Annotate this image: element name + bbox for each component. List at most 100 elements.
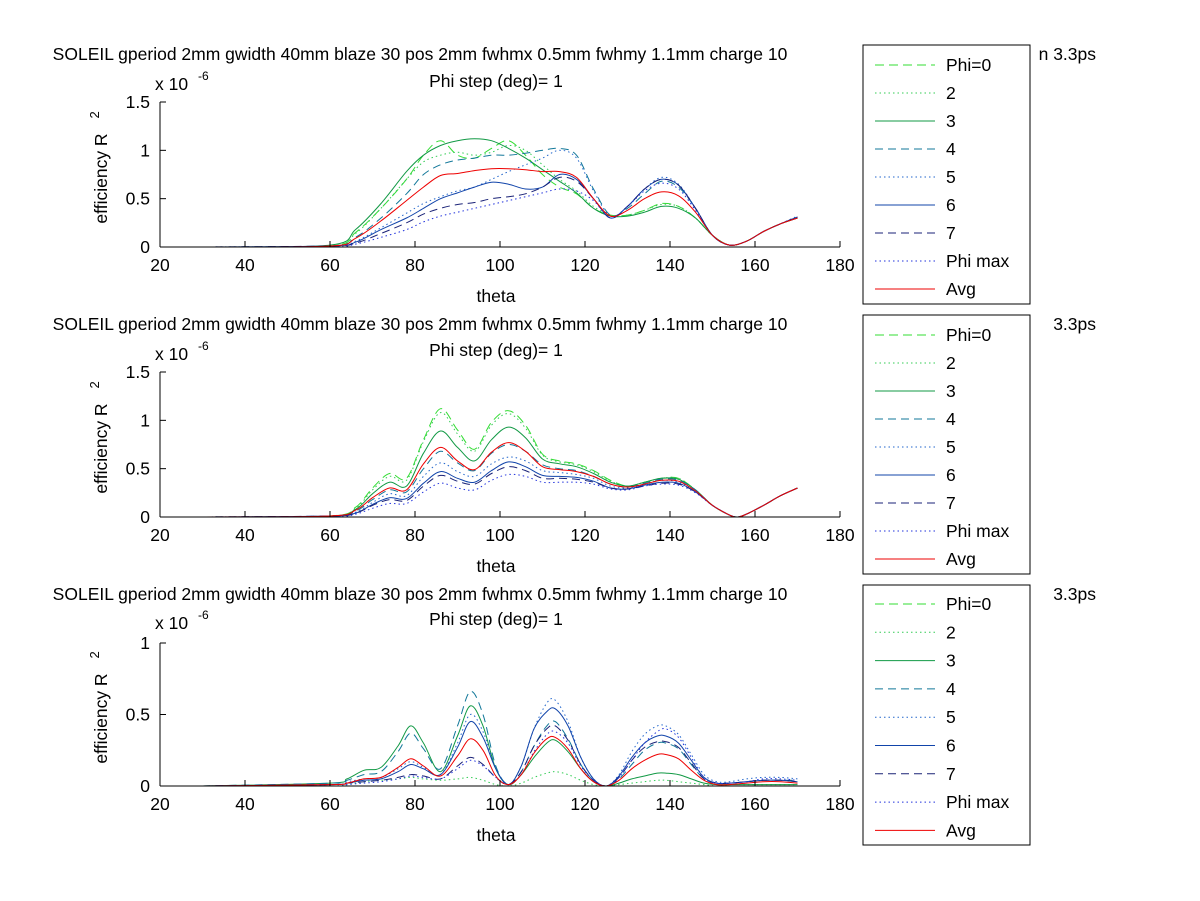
y-axis-label-group: efficiency R 2: [87, 111, 111, 223]
y-tick-label: 1: [140, 140, 150, 160]
x-tick-label: 80: [405, 525, 425, 545]
y-tick-label: 0.5: [126, 459, 150, 479]
legend-label: Phi=0: [946, 55, 992, 75]
legend-label: 6: [946, 736, 956, 756]
legend-label: 5: [946, 437, 956, 457]
x-tick-label: 160: [740, 794, 769, 814]
y-exponent-power: -6: [198, 608, 209, 622]
y-tick-label: 1: [140, 410, 150, 430]
y-exponent-label: x 10: [155, 613, 188, 633]
y-axis-label-superscript: 2: [87, 111, 102, 118]
y-tick-label: 0: [140, 237, 150, 257]
x-tick-label: 60: [320, 794, 340, 814]
x-tick-label: 40: [235, 794, 255, 814]
y-axis-label-superscript: 2: [87, 651, 102, 658]
legend-label: 4: [946, 409, 956, 429]
x-tick-label: 60: [320, 525, 340, 545]
series-line-9: [202, 168, 798, 247]
legend-label: 5: [946, 707, 956, 727]
y-axis-label: efficiency R: [91, 673, 111, 763]
y-axis-label-superscript: 2: [87, 381, 102, 388]
x-tick-label: 160: [740, 255, 769, 275]
x-tick-label: 100: [485, 255, 514, 275]
chart-title: SOLEIL gperiod 2mm gwidth 40mm blaze 30 …: [53, 44, 788, 64]
x-tick-label: 80: [405, 255, 425, 275]
y-axis-label-group: efficiency R 2: [87, 651, 111, 763]
legend-label: 3: [946, 381, 956, 401]
series-line-4: [202, 691, 798, 786]
legend-label: Phi max: [946, 521, 1009, 541]
legend-label: 4: [946, 679, 956, 699]
chart-subtitle: Phi step (deg)= 1: [429, 71, 563, 91]
x-tick-label: 160: [740, 525, 769, 545]
chart-subtitle: Phi step (deg)= 1: [429, 609, 563, 629]
series-line-5: [202, 697, 798, 786]
x-tick-label: 20: [150, 525, 170, 545]
chart-title-right-fragment: 3.3ps: [1053, 584, 1096, 604]
x-tick-label: 20: [150, 255, 170, 275]
chart-panel-3: SOLEIL gperiod 2mm gwidth 40mm blaze 30 …: [53, 584, 1096, 846]
y-exponent-label: x 10: [155, 74, 188, 94]
x-tick-label: 80: [405, 794, 425, 814]
legend-label: Phi max: [946, 792, 1009, 812]
series-group: [202, 408, 798, 517]
x-tick-label: 120: [570, 255, 599, 275]
legend-label: 2: [946, 622, 956, 642]
legend-label: 3: [946, 651, 956, 671]
y-tick-label: 0: [140, 776, 150, 796]
series-line-8: [202, 182, 798, 247]
y-tick-label: 0.5: [126, 189, 150, 209]
legend-label: Phi max: [946, 251, 1009, 271]
plot-area: [160, 372, 840, 517]
x-tick-label: 40: [235, 525, 255, 545]
plot-area: [160, 643, 840, 786]
legend-label: Avg: [946, 820, 976, 840]
y-axis-label: efficiency R: [91, 403, 111, 493]
series-line-3: [202, 705, 798, 786]
y-exponent-power: -6: [198, 339, 209, 353]
x-tick-label: 60: [320, 255, 340, 275]
x-tick-label: 140: [655, 255, 684, 275]
y-exponent-label: x 10: [155, 344, 188, 364]
legend-label: 5: [946, 167, 956, 187]
chart-title-right-fragment: 3.3ps: [1053, 314, 1096, 334]
chart-title: SOLEIL gperiod 2mm gwidth 40mm blaze 30 …: [53, 314, 788, 334]
legend-label: 7: [946, 493, 956, 513]
x-tick-label: 20: [150, 794, 170, 814]
legend-label: Phi=0: [946, 594, 992, 614]
x-tick-label: 180: [825, 794, 854, 814]
legend-label: 7: [946, 223, 956, 243]
x-axis-label: theta: [477, 556, 516, 576]
x-axis-label: theta: [477, 825, 516, 845]
legend-box: [862, 44, 1031, 305]
x-tick-label: 120: [570, 525, 599, 545]
series-line-7: [202, 724, 798, 786]
series-line-9: [202, 735, 798, 786]
y-tick-label: 1.5: [126, 362, 150, 382]
x-tick-label: 180: [825, 255, 854, 275]
plot-area: [160, 102, 840, 247]
legend-label: 2: [946, 83, 956, 103]
series-group: [202, 138, 798, 247]
chart-title: SOLEIL gperiod 2mm gwidth 40mm blaze 30 …: [53, 584, 788, 604]
x-tick-label: 100: [485, 525, 514, 545]
x-axis-label: theta: [477, 286, 516, 306]
chart-panel-1: SOLEIL gperiod 2mm gwidth 40mm blaze 30 …: [53, 44, 1097, 306]
x-tick-label: 100: [485, 794, 514, 814]
legend-label: 4: [946, 139, 956, 159]
legend-label: 3: [946, 111, 956, 131]
legend-label: 2: [946, 353, 956, 373]
series-line-2: [202, 412, 798, 517]
legend-label: Avg: [946, 549, 976, 569]
y-axis-label: efficiency R: [91, 133, 111, 223]
y-exponent-power: -6: [198, 69, 209, 83]
legend-box: [862, 314, 1031, 575]
legend-label: 7: [946, 764, 956, 784]
legend-box: [862, 584, 1031, 846]
chart-subtitle: Phi step (deg)= 1: [429, 340, 563, 360]
legend-label: Phi=0: [946, 325, 992, 345]
legend-label: 6: [946, 195, 956, 215]
series-line-2: [202, 771, 798, 786]
y-tick-label: 0: [140, 507, 150, 527]
